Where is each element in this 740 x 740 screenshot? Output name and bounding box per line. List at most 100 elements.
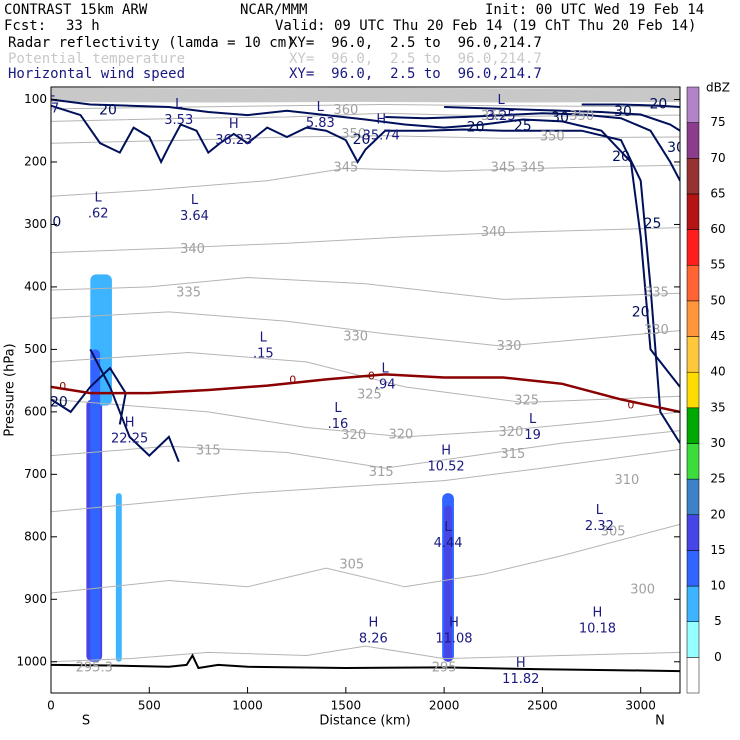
theta-label: 330 [644, 323, 669, 338]
colorbar-swatch [686, 336, 700, 373]
field2-xy: XY= 96.0, 2.5 to 96.0,214.7 [289, 51, 542, 67]
theta-label: 330 [497, 339, 522, 354]
colorbar-tick-label: 15 [710, 543, 725, 557]
y-tick-label: 600 [24, 404, 47, 418]
colorbar-swatch [686, 443, 700, 480]
field3-xy: XY= 96.0, 2.5 to 96.0,214.7 [289, 66, 542, 82]
theta-label: 350 [540, 129, 565, 144]
reflectivity-cell [90, 349, 101, 662]
wind-label: 25 [644, 216, 662, 232]
extremum-type: H [125, 416, 135, 431]
terrain-line [51, 653, 680, 673]
extremum-type: L [260, 331, 268, 346]
extremum-type: H [449, 616, 459, 631]
theta-label: 350 [341, 127, 366, 142]
theta-contour [51, 430, 680, 469]
extremum-value: 8.26 [359, 632, 388, 647]
wind-label: 20 [649, 96, 667, 112]
wind-contour [581, 103, 680, 108]
y-tick-label: 900 [24, 592, 47, 606]
colorbar-swatch [686, 193, 700, 230]
theta-contour [51, 398, 680, 438]
extremum-value: 3.25 [487, 109, 516, 124]
theta-contour-upper [51, 92, 680, 94]
wind-contour [89, 348, 180, 463]
theta-contour-upper [51, 99, 680, 102]
freezing-label: 0 [59, 380, 66, 393]
theta-contour [51, 112, 680, 122]
extremum-value: .94 [375, 377, 396, 392]
theta-contour-upper [51, 88, 680, 91]
wind-contours [51, 98, 680, 463]
theta-contour-upper [51, 98, 680, 101]
theta-contour-upper [51, 92, 680, 95]
colorbar-tick-label: 45 [710, 329, 725, 343]
fcst-label: Fcst: [4, 18, 47, 34]
extremum-value: 22.25 [111, 432, 148, 447]
extremum-value: 2.32 [585, 519, 614, 534]
theta-label: 340 [481, 225, 506, 240]
theta-contour [51, 523, 680, 594]
plot-frame [50, 86, 681, 694]
extremum-type: H [593, 606, 603, 621]
y-tick-label: 200 [24, 154, 47, 168]
theta-contour-upper [51, 98, 680, 101]
colorbar-tick-label: 75 [710, 115, 725, 129]
x-tick-label: 0 [47, 699, 55, 713]
x-tick-label: 1500 [331, 699, 362, 713]
x-tick-label: 2500 [527, 699, 558, 713]
terrain [51, 653, 680, 673]
wind-label: 20 [612, 149, 630, 165]
y-tick-label: 1000 [16, 654, 47, 668]
theta-contour [51, 351, 680, 404]
extremum-value: 3.64 [180, 209, 209, 224]
extremum-type: L [175, 97, 183, 112]
x-tick-label: 3000 [625, 699, 656, 713]
colorbar-tick-label: 55 [710, 258, 725, 272]
extremum-type: L [334, 401, 342, 416]
y-axis-label: Pressure (hPa) [3, 343, 18, 436]
colorbar-swatch [686, 158, 700, 195]
wind-label: 20 [50, 394, 68, 410]
theta-label: 305 [601, 524, 626, 539]
theta-contour-upper [51, 95, 680, 97]
theta-contour [51, 645, 680, 663]
extremum-value: .62 [88, 207, 109, 222]
field2-name: Potential temperature [8, 51, 186, 67]
wind-contour [51, 104, 680, 444]
colorbar-tick-label: 10 [710, 579, 725, 593]
x-end-label-right: N [655, 714, 665, 729]
theta-contour-upper [51, 87, 680, 90]
theta-label: 345 [491, 161, 516, 176]
theta-label: 345 [333, 161, 358, 176]
theta-contour-upper [51, 100, 680, 102]
reflectivity-cell [444, 505, 452, 662]
x-axis-label: Distance (km) [319, 714, 410, 729]
x-tick-label: 500 [138, 699, 161, 713]
colorbar-tick-label: 0 [714, 650, 722, 664]
theta-label: 325 [514, 394, 539, 409]
x-tick-label: 1000 [232, 699, 263, 713]
colorbar: 0 5 10 15 20 25 30 35 40 45 50 55 60 65 70 75 dBZ [686, 81, 730, 694]
theta-label: 320 [499, 425, 524, 440]
theta-label: 320 [388, 427, 413, 442]
extremum-value: 36.23 [215, 133, 252, 148]
y-tick-label: 400 [24, 279, 47, 293]
theta-contour-upper [51, 94, 680, 97]
theta-label: 330 [343, 329, 368, 344]
field1-xy: XY= 96.0, 2.5 to 96.0,214.7 [289, 35, 542, 51]
theta-contour-upper [51, 90, 680, 93]
colorbar-tick-label: 25 [710, 472, 725, 486]
theta-label: 360 [333, 103, 358, 118]
colorbar-swatch [686, 86, 700, 123]
colorbar-swatch [686, 264, 700, 302]
extremum-value: .16 [328, 417, 349, 432]
colorbar-swatch [686, 300, 700, 337]
colorbar-unit-label: dBZ [706, 81, 730, 95]
extremum-value: .15 [253, 347, 274, 362]
wind-label: 20 [467, 120, 485, 136]
colorbar-tick-label: 40 [710, 365, 725, 379]
wind-label: 30 [667, 140, 685, 156]
